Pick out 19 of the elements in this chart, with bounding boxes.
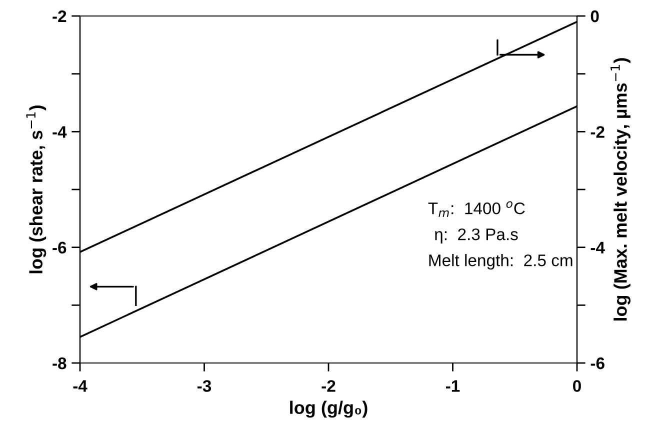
y2-axis-title: log (Max. melt velocity, µms$^{−1}$)	[610, 58, 631, 320]
x-tick-label: 0	[573, 380, 581, 392]
y2-tick-label: -4	[590, 242, 605, 254]
x-tick-label: -2	[322, 380, 336, 392]
y2-tick-label: -6	[590, 357, 604, 370]
x-tick-label: -3	[197, 380, 212, 392]
y-axis-title: log (shear rate, s$^{−1}$)	[26, 106, 46, 274]
y2-tick-label: 0	[590, 10, 599, 22]
x-tick-label: -4	[73, 380, 88, 392]
y-tick-label: -8	[52, 357, 66, 370]
annotation: η: 2.3 Pa.s	[434, 228, 518, 244]
x-axis-title: log (g/g₀)	[290, 400, 368, 418]
y-tick-label: -4	[52, 126, 67, 138]
annotation: Melt length: 2.5 cm	[429, 254, 572, 270]
y-tick-label: -6	[52, 242, 66, 254]
x-tick-label: -1	[446, 380, 460, 392]
y2-tick-label: -2	[590, 126, 604, 138]
y-tick-label: -2	[52, 10, 66, 22]
annotation: T$_{m}$: 1400 $^{o}$C	[428, 201, 525, 217]
